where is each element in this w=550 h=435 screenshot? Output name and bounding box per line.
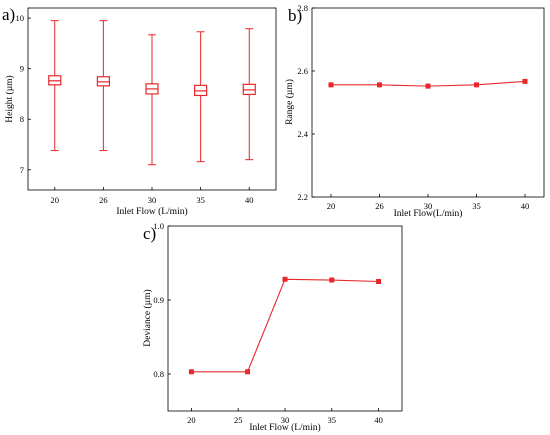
panel-b-series xyxy=(328,78,528,89)
panel-a-x-tick-label: 26 xyxy=(99,195,108,205)
panel-a-box-group xyxy=(194,31,208,163)
panel-b-y-tick-label: 2.8 xyxy=(297,3,308,13)
panel-a: a) 7 8 9 10 20 26 30 35 40 Inlet Flow (L/min) H… xyxy=(2,5,277,217)
panel-a-box-group xyxy=(96,20,110,152)
panel-c-plot-frame xyxy=(167,225,403,412)
panel-a-y-tick-label: 10 xyxy=(16,13,25,23)
panel-c-point xyxy=(245,369,251,375)
panel-c: c) 0.8 0.9 1.0 20 25 30 35 40 Inlet Flow (L/mi… xyxy=(142,221,403,433)
panel-c-point xyxy=(188,369,194,375)
panel-b-y-tick-label: 2.2 xyxy=(297,192,308,202)
panel-b-point xyxy=(474,82,479,88)
panel-b-y-tick-label: 2.4 xyxy=(297,129,308,139)
panel-b-plot-frame xyxy=(311,7,545,198)
panel-b-point xyxy=(328,82,334,88)
panel-b-x-tick-label: 35 xyxy=(472,201,481,211)
panel-c-label: c) xyxy=(143,224,156,243)
panel-a-box-group xyxy=(48,20,62,152)
panel-c-point xyxy=(282,276,288,282)
panel-b-y-tick-label: 2.6 xyxy=(297,66,308,76)
panel-b-point xyxy=(522,78,528,84)
panel-c-y-axis: 0.8 0.9 1.0 xyxy=(153,221,171,379)
panel-b-label: b) xyxy=(288,6,302,25)
panel-a-box-group xyxy=(145,34,159,166)
panel-b-ylabel: Range (µm) xyxy=(284,79,295,125)
panel-a-label: a) xyxy=(2,5,15,24)
panel-b: b) 2.2 2.4 2.6 2.8 20 26 30 35 40 Inlet Flow(L/… xyxy=(284,3,545,219)
panel-c-point xyxy=(376,279,382,284)
panel-c-x-tick-label: 20 xyxy=(187,415,196,425)
panel-a-x-tick-label: 40 xyxy=(245,195,254,205)
panel-b-x-tick-label: 20 xyxy=(327,201,336,211)
panel-a-ylabel: Height (µm) xyxy=(4,75,15,122)
panel-b-x-tick-label: 40 xyxy=(521,201,530,211)
panel-c-y-tick-label: 0.8 xyxy=(153,369,164,379)
panel-c-x-tick-label: 35 xyxy=(328,415,337,425)
panel-a-x-axis: 20 26 30 35 40 xyxy=(50,187,254,205)
panel-c-series xyxy=(188,276,382,375)
panel-c-series-line xyxy=(191,278,379,373)
panel-c-x-axis: 20 25 30 35 40 xyxy=(187,408,383,425)
panel-a-xlabel: Inlet Flow (L/min) xyxy=(116,206,187,217)
panel-b-point xyxy=(377,82,382,88)
panel-a-x-tick-label: 30 xyxy=(148,195,157,205)
panel-a-y-tick-label: 8 xyxy=(20,114,24,124)
panel-c-ylabel: Deviance (µm) xyxy=(142,289,153,346)
panel-b-y-axis: 2.2 2.4 2.6 2.8 xyxy=(297,3,315,202)
panel-a-x-tick-label: 20 xyxy=(50,195,59,205)
panel-a-y-tick-label: 9 xyxy=(20,64,24,74)
panel-a-y-tick-label: 7 xyxy=(20,165,24,175)
panel-a-box-group xyxy=(242,28,256,161)
panel-c-xlabel: Inlet Flow (L/min) xyxy=(249,422,320,433)
panel-c-x-tick-label: 30 xyxy=(281,415,290,425)
panel-a-x-tick-label: 35 xyxy=(196,195,205,205)
panel-b-x-axis: 20 26 30 35 40 xyxy=(327,194,530,211)
panel-c-y-tick-label: 0.9 xyxy=(153,295,164,305)
panel-c-x-tick-label: 25 xyxy=(234,415,243,425)
panel-a-boxes xyxy=(48,20,256,166)
panel-b-x-tick-label: 30 xyxy=(424,201,433,211)
panel-b-point xyxy=(425,83,431,89)
panel-b-x-tick-label: 26 xyxy=(375,201,384,211)
panel-c-x-tick-label: 40 xyxy=(374,415,383,425)
panel-b-xlabel: Inlet Flow(L/min) xyxy=(394,208,463,219)
panel-a-y-axis: 7 8 9 10 xyxy=(16,13,31,175)
panel-c-point xyxy=(329,277,335,283)
panel-c-y-tick-label: 1.0 xyxy=(153,221,164,231)
